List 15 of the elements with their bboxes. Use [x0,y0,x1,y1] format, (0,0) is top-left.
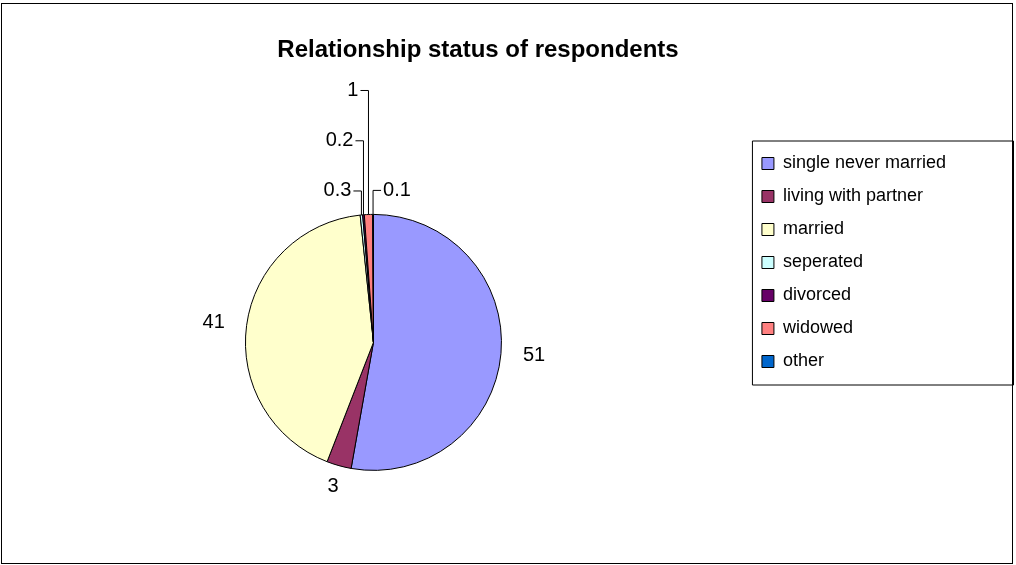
data-label: 41 [202,309,225,332]
data-label: 1 [347,78,359,101]
legend-label: widowed [781,317,853,338]
data-label: 0.2 [325,128,354,151]
legend-label: married [782,218,844,239]
data-label: 3 [327,474,339,497]
data-label: 0.3 [323,178,352,201]
legend-label: divorced [782,284,851,305]
data-label: 0.1 [383,177,411,200]
data-label: 51 [522,343,546,366]
legend-label: other [782,350,824,371]
chart-title: Relationship status of respondents [277,35,679,63]
legend-label: living with partner [782,185,923,206]
legend-label: seperated [782,251,863,272]
legend-label: single never married [782,152,947,173]
